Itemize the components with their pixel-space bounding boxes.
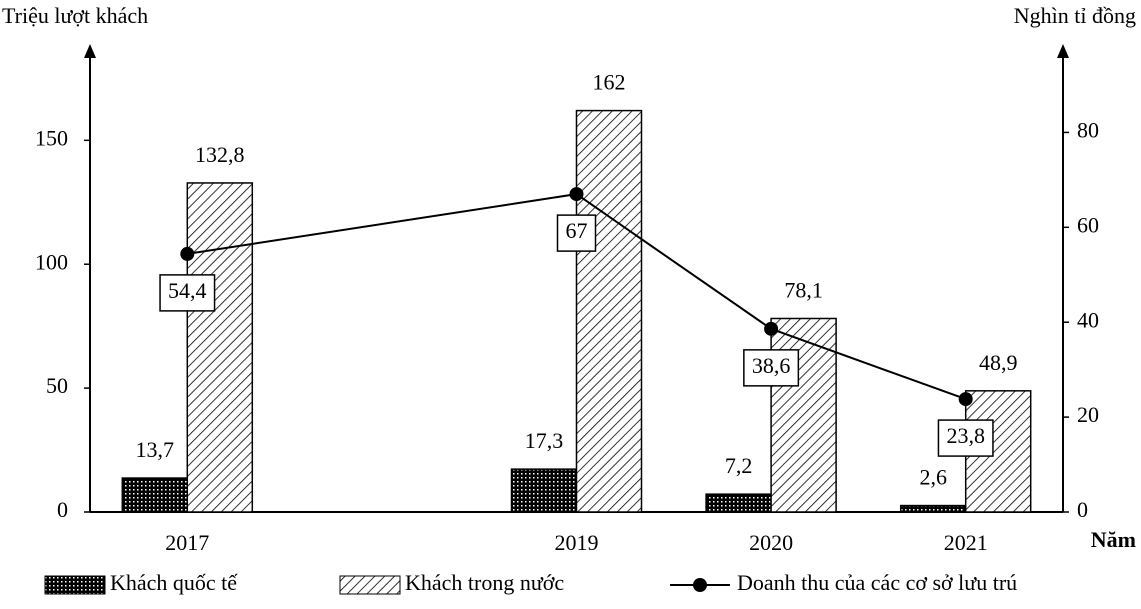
value-label-box xyxy=(556,214,597,252)
bar xyxy=(575,109,643,513)
line-point xyxy=(569,187,584,202)
value-label-box xyxy=(937,419,994,457)
legend-label: Khách trong nước xyxy=(405,570,564,595)
x-tick-label: 2021 xyxy=(944,530,988,555)
bar xyxy=(121,477,189,513)
y-tick-label: 100 xyxy=(35,249,68,274)
value-label: 132,8 xyxy=(195,142,245,167)
legend-swatch xyxy=(339,575,401,595)
value-label: 23,8 xyxy=(946,423,985,448)
value-label-box xyxy=(743,349,800,387)
y2-tick-label: 60 xyxy=(1077,212,1099,237)
y2-axis-arrow xyxy=(1057,44,1069,58)
y2-tick-label: 20 xyxy=(1077,402,1099,427)
legend-label: Doanh thu của các cơ sở lưu trú xyxy=(737,570,1017,595)
value-label: 13,7 xyxy=(136,437,175,462)
line-point xyxy=(180,246,195,261)
legend-label: Khách quốc tế xyxy=(110,570,238,595)
value-label: 7,2 xyxy=(725,453,753,478)
value-label: 54,4 xyxy=(168,278,207,303)
legend-swatch xyxy=(44,575,106,595)
y2-tick-label: 80 xyxy=(1077,117,1099,142)
legend-swatch xyxy=(693,578,707,592)
bar xyxy=(770,317,837,513)
y-tick-label: 0 xyxy=(57,497,68,522)
x-tick-label: 2019 xyxy=(555,530,599,555)
value-label: 48,9 xyxy=(979,350,1018,375)
value-label: 2,6 xyxy=(919,465,947,490)
bar xyxy=(510,468,578,513)
y2-axis-title: Nghìn tỉ đồng xyxy=(1014,3,1136,28)
value-label: 67 xyxy=(566,218,588,243)
y-tick-label: 150 xyxy=(35,125,68,150)
y-axis-title: Triệu lượt khách xyxy=(2,3,148,28)
bar xyxy=(899,504,967,513)
line-point xyxy=(764,321,779,336)
x-axis-title: Năm xyxy=(1091,527,1136,552)
bar xyxy=(186,182,254,513)
y-axis-arrow xyxy=(84,44,96,58)
value-label: 78,1 xyxy=(784,278,823,303)
value-label-box xyxy=(159,274,216,312)
x-tick-label: 2017 xyxy=(165,530,209,555)
value-label: 162 xyxy=(593,70,626,95)
y2-tick-label: 0 xyxy=(1077,497,1088,522)
y2-tick-label: 40 xyxy=(1077,307,1099,332)
bar xyxy=(705,493,772,513)
value-label: 17,3 xyxy=(525,428,564,453)
y-tick-label: 50 xyxy=(46,373,68,398)
line-point xyxy=(958,392,973,407)
x-tick-label: 2020 xyxy=(749,530,793,555)
value-label: 38,6 xyxy=(752,353,791,378)
line xyxy=(187,193,967,401)
